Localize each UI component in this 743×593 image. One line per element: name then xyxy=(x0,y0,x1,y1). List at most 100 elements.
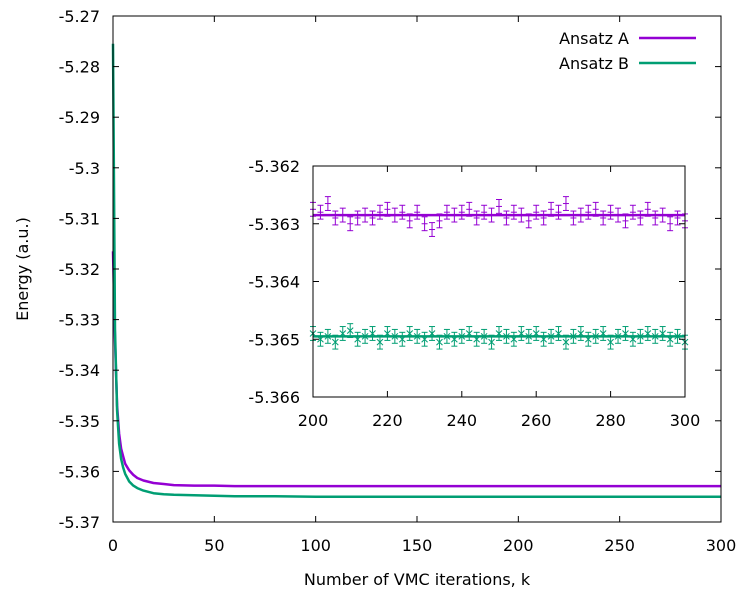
x-tick-label: 150 xyxy=(402,536,433,555)
x-tick-label: 100 xyxy=(300,536,331,555)
inset-error-bar xyxy=(391,328,399,344)
legend-label-ansatz-a: Ansatz A xyxy=(559,29,629,48)
inset-error-bar xyxy=(533,204,540,220)
inset-series-1 xyxy=(309,323,689,350)
inset-x-tick-label: 200 xyxy=(298,411,329,430)
x-tick-label: 300 xyxy=(706,536,737,555)
inset-error-bar xyxy=(398,331,406,347)
inset-error-bar xyxy=(354,331,361,347)
inset-error-bar xyxy=(577,207,584,223)
x-tick-label: 250 xyxy=(604,536,635,555)
inset-error-bar xyxy=(376,204,383,220)
inset-error-bar xyxy=(592,201,599,217)
inset-y-tick-label: -5.365 xyxy=(248,330,300,349)
y-tick-label: -5.31 xyxy=(59,209,100,228)
inset-error-bar xyxy=(347,216,354,232)
y-tick-label: -5.33 xyxy=(59,311,100,330)
inset-error-bar xyxy=(667,216,674,232)
inset-plot: 200 220 240 260 280 300 -5.362 -5.363 -5.364 -5.3… xyxy=(248,157,700,430)
inset-error-bar xyxy=(361,328,369,344)
main-plot: 0 50 100 150 200 250 300 -5.27 -5.28 -5.29 -5.3 -5.… xyxy=(13,7,736,589)
inset-x-tick-label: 280 xyxy=(595,411,626,430)
x-tick-label: 0 xyxy=(108,536,118,555)
inset-error-bar xyxy=(510,204,517,220)
inset-error-bar xyxy=(607,204,614,220)
inset-ticks: 200 220 240 260 280 300 -5.362 -5.363 -5.364 -5.3… xyxy=(248,157,700,430)
inset-error-bar xyxy=(570,328,577,344)
inset-error-bar xyxy=(473,331,481,347)
inset-error-bar xyxy=(451,331,458,347)
inset-error-bar xyxy=(421,216,428,232)
y-tick-label: -5.32 xyxy=(59,260,100,279)
inset-error-bar xyxy=(332,210,339,226)
inset-error-bar xyxy=(324,196,331,211)
inset-error-bar xyxy=(600,210,607,226)
inset-error-bar xyxy=(584,331,592,347)
inset-error-bar xyxy=(481,204,488,220)
inset-error-bar xyxy=(354,210,361,226)
inset-error-bar xyxy=(674,210,681,226)
y-tick-label: -5.27 xyxy=(59,7,100,26)
inset-error-bar xyxy=(324,328,332,344)
y-tick-label: -5.35 xyxy=(59,412,100,431)
inset-error-bar xyxy=(391,207,398,223)
inset-error-bar xyxy=(599,326,607,341)
inset-series-0 xyxy=(310,196,688,237)
inset-x-tick-label: 220 xyxy=(372,411,403,430)
inset-error-bar xyxy=(399,204,406,220)
inset-error-bar xyxy=(518,207,525,223)
inset-error-bar xyxy=(466,201,473,217)
inset-error-bar xyxy=(577,326,585,341)
inset-error-bar xyxy=(346,323,354,339)
inset-error-bar xyxy=(443,204,450,220)
inset-error-bar xyxy=(369,326,376,341)
inset-error-bar xyxy=(532,326,540,341)
inset-y-tick-label: -5.366 xyxy=(248,388,300,407)
x-axis-title: Number of VMC iterations, k xyxy=(304,570,531,589)
inset-y-tick-label: -5.364 xyxy=(248,273,300,292)
y-tick-label: -5.3 xyxy=(69,159,100,178)
inset-error-bar xyxy=(562,196,569,211)
inset-error-bar xyxy=(659,207,666,223)
inset-error-bar xyxy=(458,328,466,344)
inset-y-tick-label: -5.362 xyxy=(248,157,300,176)
inset-error-bar xyxy=(488,334,495,350)
inset-error-bar xyxy=(525,328,533,344)
inset-error-bar xyxy=(659,326,667,341)
legend-label-ansatz-b: Ansatz B xyxy=(559,54,629,73)
inset-error-bar xyxy=(637,328,644,344)
inset-x-tick-label: 260 xyxy=(521,411,552,430)
inset-error-bar xyxy=(517,326,525,341)
inset-error-bar xyxy=(622,213,629,229)
inset-error-bar xyxy=(436,334,443,350)
inset-error-bar xyxy=(406,213,413,229)
inset-error-bar xyxy=(674,328,681,344)
inset-error-bar xyxy=(615,207,622,223)
inset-error-bar xyxy=(317,204,324,220)
inset-error-bar xyxy=(362,207,369,223)
inset-error-bar xyxy=(651,328,659,344)
inset-error-bar xyxy=(480,328,488,344)
inset-error-bar xyxy=(443,328,451,344)
y-tick-label: -5.28 xyxy=(59,58,100,77)
inset-error-bar xyxy=(406,326,414,341)
inset-error-bar xyxy=(540,210,547,226)
inset-error-bar xyxy=(644,201,651,217)
inset-error-bar xyxy=(540,331,547,347)
inset-error-bar xyxy=(428,326,436,341)
inset-error-bar xyxy=(525,213,532,229)
inset-error-bar xyxy=(592,328,600,344)
series-line-ansatz-a xyxy=(111,251,721,488)
inset-error-bar xyxy=(496,198,502,214)
inset-error-bar xyxy=(369,210,376,226)
inset-error-bar xyxy=(465,326,473,341)
inset-error-bar xyxy=(629,204,636,220)
series-line-ansatz-b xyxy=(111,43,721,498)
inset-error-bar xyxy=(488,207,495,223)
inset-error-bar xyxy=(637,210,644,226)
inset-error-bar xyxy=(548,201,555,217)
legend: Ansatz A Ansatz B xyxy=(559,29,696,73)
y-tick-label: -5.34 xyxy=(59,361,100,380)
inset-error-bar xyxy=(622,326,629,341)
